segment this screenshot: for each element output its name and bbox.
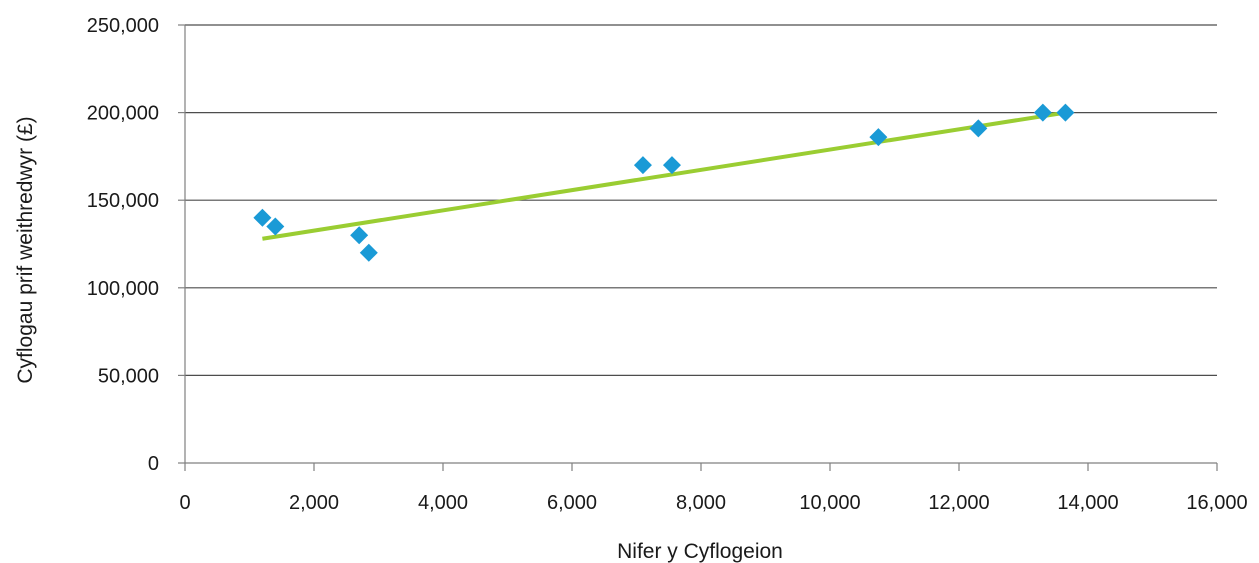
x-tick-label: 14,000 (1057, 492, 1118, 514)
data-point (350, 226, 369, 245)
data-point (253, 208, 272, 227)
y-tick-label: 50,000 (98, 365, 159, 387)
y-tick-label: 200,000 (87, 103, 159, 125)
x-tick-label: 12,000 (928, 492, 989, 514)
x-tick-label: 10,000 (799, 492, 860, 514)
y-tick-label: 0 (148, 453, 159, 475)
data-point (969, 119, 988, 138)
trendline (262, 110, 1066, 241)
x-axis-title: Nifer y Cyflogeion (617, 540, 783, 563)
y-tick-label: 150,000 (87, 190, 159, 212)
data-point (266, 217, 285, 236)
x-tick-label: 8,000 (676, 492, 726, 514)
data-point (1056, 103, 1075, 122)
x-tick-label: 6,000 (547, 492, 597, 514)
gridlines (185, 24, 1217, 376)
data-points (253, 103, 1075, 262)
axes (184, 25, 1217, 464)
x-tick-label: 0 (179, 492, 190, 514)
x-tick-label: 2,000 (289, 492, 339, 514)
data-point (1033, 103, 1052, 122)
data-point (633, 156, 652, 175)
y-axis-ticks: 0 50,000 100,000 150,000 200,000 250,000 (87, 15, 185, 475)
y-axis-title: Cyflogau prif weithredwyr (£) (14, 116, 37, 383)
y-tick-label: 100,000 (87, 278, 159, 300)
x-tick-label: 16,000 (1186, 492, 1247, 514)
trendline-group (262, 110, 1066, 241)
x-axis-ticks: 0 2,000 4,000 6,000 8,000 10,000 12,000 14,000 1… (179, 463, 1248, 514)
y-tick-label: 250,000 (87, 15, 159, 37)
data-point (869, 128, 888, 147)
data-point (359, 243, 378, 262)
data-point (662, 156, 681, 175)
x-tick-label: 4,000 (418, 492, 468, 514)
